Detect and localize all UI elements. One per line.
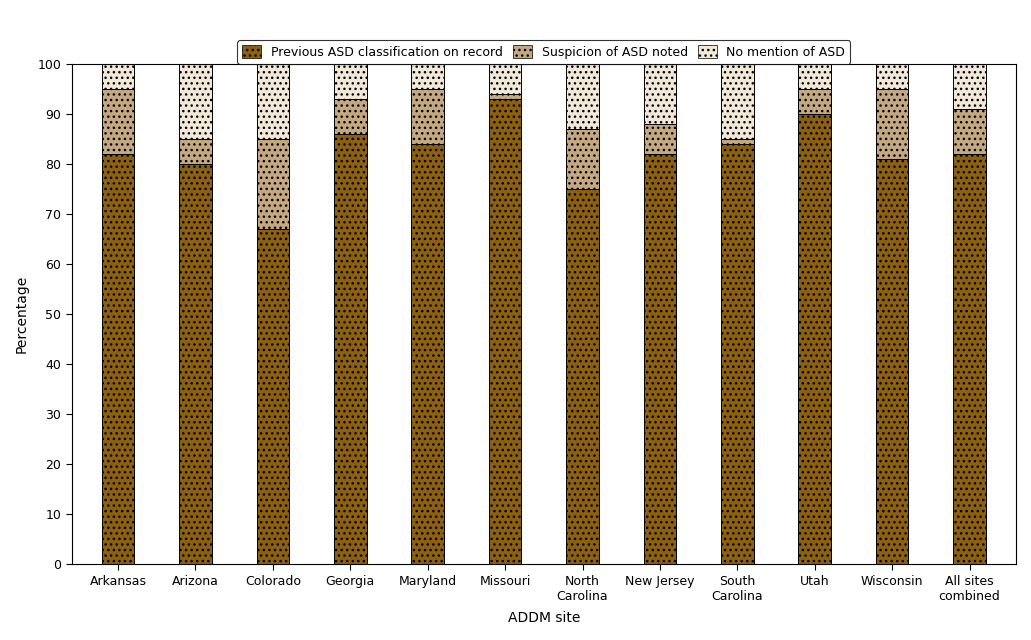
Bar xyxy=(489,64,522,94)
Bar xyxy=(643,154,676,564)
Bar xyxy=(179,164,211,564)
Bar xyxy=(102,64,134,89)
Bar xyxy=(334,64,367,99)
Bar xyxy=(411,89,444,144)
Bar xyxy=(876,64,908,89)
Bar xyxy=(411,64,444,89)
Bar xyxy=(566,64,599,129)
Bar xyxy=(954,154,986,564)
Bar xyxy=(876,159,908,564)
Bar xyxy=(179,139,211,164)
Bar xyxy=(954,109,986,154)
Bar xyxy=(643,64,676,124)
Bar xyxy=(798,89,831,114)
Bar xyxy=(643,124,676,154)
Bar xyxy=(489,99,522,564)
Bar xyxy=(876,89,908,159)
Y-axis label: Percentage: Percentage xyxy=(15,275,29,353)
Bar xyxy=(721,64,754,139)
Bar xyxy=(489,94,522,99)
Bar xyxy=(411,144,444,564)
Bar xyxy=(257,64,289,139)
Bar xyxy=(102,89,134,154)
Bar xyxy=(102,154,134,564)
Bar xyxy=(798,64,831,89)
Bar xyxy=(566,189,599,564)
Bar xyxy=(257,139,289,229)
Bar xyxy=(798,114,831,564)
Bar xyxy=(334,134,367,564)
Bar xyxy=(179,64,211,139)
Bar xyxy=(257,229,289,564)
Bar xyxy=(334,99,367,134)
Bar xyxy=(721,144,754,564)
Bar xyxy=(566,129,599,189)
Bar xyxy=(954,64,986,109)
X-axis label: ADDM site: ADDM site xyxy=(507,611,580,625)
Bar xyxy=(721,139,754,144)
Legend: Previous ASD classification on record, Suspicion of ASD noted, No mention of ASD: Previous ASD classification on record, S… xyxy=(237,40,851,64)
